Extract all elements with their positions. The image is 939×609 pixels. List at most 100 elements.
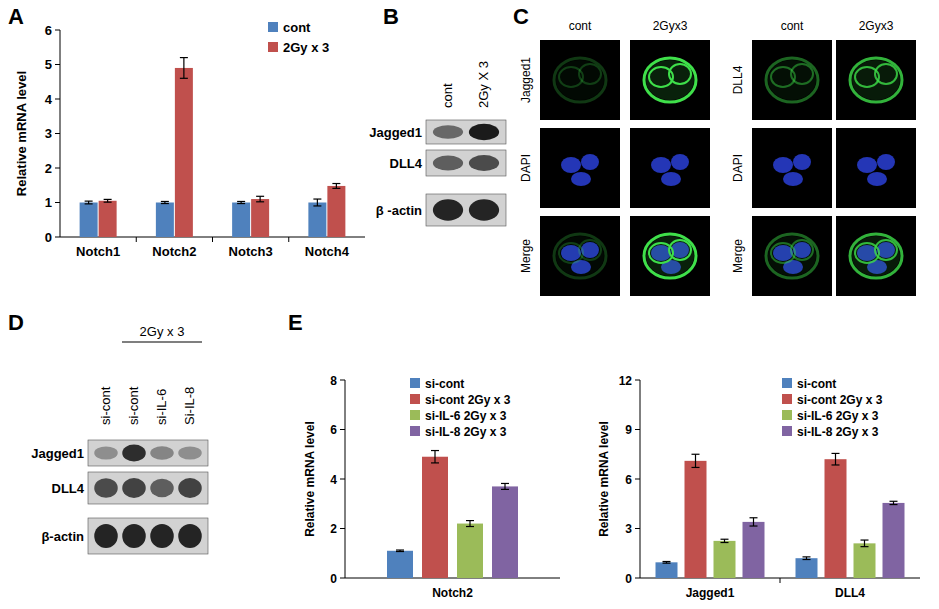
stain-signal (554, 234, 606, 278)
y-tick (340, 429, 345, 430)
band (122, 444, 146, 461)
band (94, 446, 118, 459)
y-tick (55, 168, 60, 169)
row-label: Jagged1 (519, 57, 533, 103)
blot-strip (426, 120, 506, 144)
y-tick-label: 12 (619, 374, 633, 388)
y-tick-label: 1 (45, 195, 52, 210)
row-label: β -actin (376, 203, 422, 218)
group-bracket (122, 341, 202, 342)
western-blot: cont2Gy X 3Jagged1DLL4β -actin (369, 61, 506, 226)
bar (457, 524, 483, 578)
bar (308, 203, 326, 238)
stain-signal (644, 234, 696, 278)
band (122, 524, 146, 548)
error-bar (890, 501, 898, 504)
legend: cont 2Gy x 3 (268, 20, 329, 55)
bars (80, 58, 346, 237)
error-bar (313, 199, 321, 206)
micrograph (540, 40, 620, 120)
micrograph (836, 216, 916, 296)
legend-swatch (410, 378, 420, 388)
error-bar (104, 199, 112, 202)
row-label: Merge (519, 239, 533, 273)
row-label: DAPI (731, 154, 745, 182)
band (150, 524, 174, 548)
row-label: Jagged1 (31, 446, 84, 461)
y-tick (55, 99, 60, 100)
legend-label: 2Gy x 3 (283, 40, 329, 55)
y-tick (635, 380, 640, 381)
bar (175, 68, 193, 237)
lane-label: si-cont (98, 386, 113, 425)
y-tick-label: 3 (45, 126, 52, 141)
y-tick-label: 4 (45, 92, 53, 107)
y-tick (340, 380, 345, 381)
micrograph-grid: cont2Gyx3Jagged1DAPIMerge (519, 19, 710, 296)
legend-label: si-cont 2Gy x 3 (797, 393, 883, 407)
lane-label: si-IL-6 (154, 389, 169, 425)
legend-label: si-cont 2Gy x 3 (425, 393, 511, 407)
y-tick-label: 0 (625, 572, 632, 586)
category-separator (288, 237, 289, 242)
micrograph (540, 216, 620, 296)
band (94, 478, 118, 498)
bar (156, 203, 174, 238)
y-tick-label: 4 (330, 473, 337, 487)
band (178, 478, 202, 498)
legend-label: si-IL-6 2Gy x 3 (797, 409, 879, 423)
error-bar (161, 201, 169, 203)
lane-label: 2Gy X 3 (476, 61, 491, 108)
micrograph (752, 40, 832, 120)
x-axis (345, 578, 560, 579)
panel-label: D (8, 310, 24, 335)
error-bar (237, 201, 245, 203)
category-separator (780, 578, 781, 583)
panel-label: A (8, 4, 24, 29)
bar (685, 461, 707, 578)
western-blot: si-contsi-contsi-IL-6Si-IL-82Gy x 3Jagge… (31, 324, 208, 554)
column-label: cont (781, 19, 804, 33)
blot-strip (88, 440, 208, 466)
bar (796, 558, 818, 578)
x-tick-label: DLL4 (835, 586, 865, 600)
y-tick (340, 578, 345, 579)
y-tick (55, 30, 60, 31)
error-bar (692, 454, 700, 467)
band (433, 199, 463, 220)
bar (825, 459, 847, 578)
x-tick-label: Notch1 (76, 244, 120, 259)
band (433, 155, 463, 170)
band (178, 446, 202, 459)
y-tick-label: 0 (45, 230, 52, 245)
y-tick (635, 578, 640, 579)
micrograph (836, 40, 916, 120)
y-tick-label: 9 (625, 423, 632, 437)
y-tick (55, 64, 60, 65)
row-label: Jagged1 (369, 125, 422, 140)
blot-strip (88, 518, 208, 554)
legend-swatch (782, 410, 792, 420)
legend-label: si-IL-8 2Gy x 3 (797, 425, 879, 439)
legend-swatch (782, 426, 792, 436)
y-tick-label: 8 (330, 374, 337, 388)
y-axis-label: Relative mRNA level (597, 421, 611, 537)
stain-signal (766, 58, 818, 102)
y-tick (340, 479, 345, 480)
figure: ABCDE0123456Relative mRNA levelNotch1Not… (0, 0, 939, 609)
y-tick-label: 0 (330, 572, 337, 586)
legend-swatch (782, 378, 792, 388)
column-label: cont (569, 19, 592, 33)
y-tick-label: 6 (45, 23, 52, 38)
bar (883, 503, 905, 578)
bar (99, 201, 117, 237)
stain-signal (766, 234, 818, 278)
y-tick (55, 237, 60, 238)
legend-label: cont (283, 20, 311, 35)
bars (656, 453, 905, 578)
y-tick (635, 479, 640, 480)
stain-signal (850, 58, 902, 102)
error-bar (332, 184, 340, 189)
row-label: DLL4 (731, 65, 745, 94)
y-tick-label: 6 (330, 423, 337, 437)
